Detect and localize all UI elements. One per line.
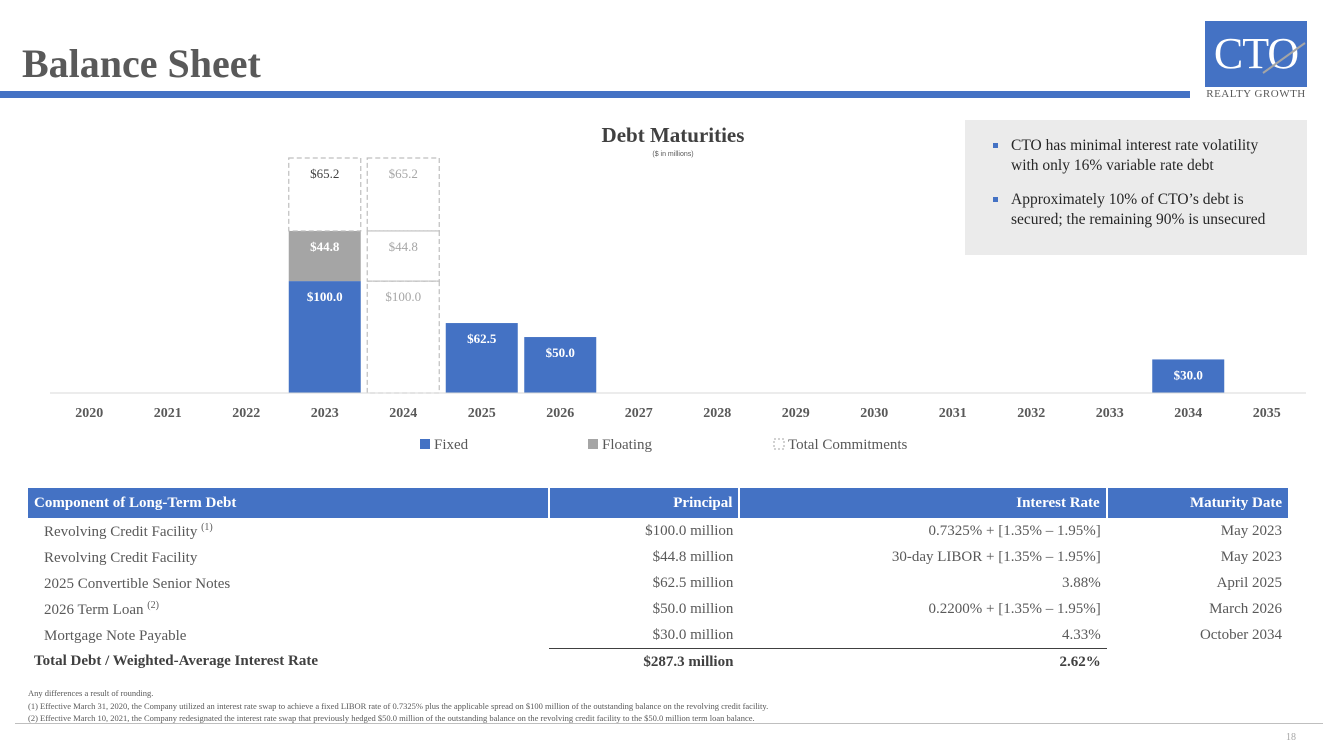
- principal-cell: $30.0 million: [652, 626, 734, 643]
- data-label-2024: $100.0: [385, 289, 421, 304]
- footer-rule: [15, 723, 1323, 724]
- table-row: 2025 Convertible Senior Notes $62.5 mill…: [28, 570, 1288, 596]
- maturity-cell: March 2026: [1209, 600, 1282, 617]
- legend-label: Floating: [602, 437, 653, 453]
- rate-cell: 30-day LIBOR + [1.35% – 1.95%]: [891, 548, 1101, 565]
- x-tick-label: 2027: [625, 406, 653, 421]
- component-cell: Revolving Credit Facility (1): [44, 521, 213, 540]
- x-tick-label: 2031: [939, 406, 967, 421]
- data-label-2034: $30.0: [1174, 367, 1203, 382]
- bar-total-commitments-2024: [366, 157, 440, 232]
- key-points-callout: CTO has minimal interest rate volatility…: [965, 120, 1307, 255]
- component-cell: 2026 Term Loan (2): [44, 599, 159, 618]
- principal-cell: $50.0 million: [652, 600, 734, 617]
- logo-text: CTO: [1213, 29, 1299, 78]
- x-tick-label: 2029: [782, 406, 810, 421]
- component-cell: Mortgage Note Payable: [44, 627, 187, 644]
- data-label-2023: $100.0: [307, 289, 343, 304]
- header-maturity-date: Maturity Date: [1106, 488, 1288, 518]
- callout-bullet: Approximately 10% of CTO’s debt is secur…: [993, 190, 1307, 230]
- footnotes: Any differences a result of rounding. (1…: [28, 687, 768, 725]
- company-logo: CTO: [1205, 21, 1307, 87]
- x-tick-label: 2020: [75, 406, 103, 421]
- x-tick-label: 2025: [468, 406, 496, 421]
- table-row: Revolving Credit Facility (1) $100.0 mil…: [28, 518, 1288, 544]
- rate-cell: 4.33%: [1061, 626, 1101, 643]
- x-tick-label: 2030: [860, 406, 888, 421]
- x-tick-label: 2028: [703, 406, 731, 421]
- square-bullet-icon: [993, 197, 998, 202]
- callout-bullet: CTO has minimal interest rate volatility…: [993, 136, 1307, 176]
- maturity-cell: April 2025: [1216, 574, 1282, 591]
- header-component: Component of Long-Term Debt: [28, 488, 551, 518]
- data-label-2025: $62.5: [467, 331, 497, 346]
- x-tick-label: 2024: [389, 406, 417, 421]
- legend-swatch: [588, 439, 598, 449]
- x-tick-label: 2034: [1174, 406, 1202, 421]
- rate-cell: 0.7325% + [1.35% – 1.95%]: [928, 522, 1101, 539]
- bar-fixed-2034: [1152, 359, 1225, 393]
- table-header-row: Component of Long-Term Debt Principal In…: [28, 488, 1288, 518]
- table-row: 2026 Term Loan (2) $50.0 million 0.2200%…: [28, 596, 1288, 622]
- component-cell: 2025 Convertible Senior Notes: [44, 575, 231, 592]
- page-title: Balance Sheet: [22, 41, 261, 86]
- logo-subtitle: REALTY GROWTH: [1206, 88, 1306, 100]
- title-rule: [0, 91, 1190, 98]
- legend-swatch: [773, 438, 785, 450]
- x-tick-label: 2023: [311, 406, 339, 421]
- x-tick-label: 2022: [232, 406, 260, 421]
- x-tick-label: 2035: [1253, 406, 1281, 421]
- maturity-cell: May 2023: [1220, 548, 1282, 565]
- legend-label: Total Commitments: [788, 437, 908, 453]
- chart-data-labels: $100.0 $44.8 $65.2 $100.0 $44.8 $65.2 $62.5 $50…: [307, 166, 1203, 382]
- component-cell: Revolving Credit Facility: [44, 549, 198, 566]
- long-term-debt-table: Component of Long-Term Debt Principal In…: [28, 488, 1288, 675]
- logo-swoosh-icon: [1262, 42, 1306, 74]
- bar-fixed-2023: [288, 281, 361, 393]
- x-tick-label: 2032: [1017, 406, 1045, 421]
- principal-cell: $62.5 million: [652, 574, 734, 591]
- chart-legend: Fixed Floating Total Commitments: [420, 437, 908, 453]
- data-label-2023: $65.2: [310, 166, 339, 181]
- chart-title: Debt Maturities: [602, 123, 745, 147]
- rate-cell: 3.88%: [1061, 574, 1101, 591]
- bar-fixed-2026: [524, 337, 597, 393]
- header-interest-rate: Interest Rate: [739, 488, 1108, 518]
- bar-total-commitments-2023: [288, 157, 362, 232]
- data-label-2024: $44.8: [389, 239, 418, 254]
- x-tick-label: 2021: [154, 406, 182, 421]
- total-rate-cell: 2.62%: [739, 648, 1107, 675]
- legend-label: Fixed: [434, 437, 469, 453]
- maturity-cell: October 2034: [1199, 626, 1282, 643]
- header-principal: Principal: [549, 488, 741, 518]
- bar-fixed-2025: [445, 323, 518, 393]
- legend-swatch: [420, 439, 430, 449]
- page-number: 18: [1286, 732, 1296, 743]
- data-label-2026: $50.0: [546, 345, 575, 360]
- total-label-cell: Total Debt / Weighted-Average Interest R…: [34, 653, 318, 670]
- maturity-cell: May 2023: [1220, 522, 1282, 539]
- table-row: Revolving Credit Facility $44.8 million …: [28, 544, 1288, 570]
- data-label-2024: $65.2: [389, 166, 418, 181]
- bar-floating-2023: [288, 230, 361, 282]
- total-principal-cell: $287.3 million: [549, 648, 740, 675]
- footnote: (2) Effective March 10, 2021, the Compan…: [28, 713, 755, 723]
- rate-cell: 0.2200% + [1.35% – 1.95%]: [928, 600, 1101, 617]
- data-label-2023: $44.8: [310, 239, 340, 254]
- principal-cell: $44.8 million: [652, 548, 734, 565]
- x-tick-label: 2033: [1096, 406, 1124, 421]
- table-row: Mortgage Note Payable $30.0 million 4.33…: [28, 622, 1288, 649]
- square-bullet-icon: [993, 143, 998, 148]
- chart-subtitle: ($ in millions): [652, 151, 693, 158]
- x-tick-label: 2026: [546, 406, 574, 421]
- table-total-row: Total Debt / Weighted-Average Interest R…: [28, 648, 1288, 676]
- footnote: (1) Effective March 31, 2020, the Compan…: [28, 700, 769, 711]
- footnote: Any differences a result of rounding.: [28, 688, 154, 698]
- principal-cell: $100.0 million: [645, 522, 734, 539]
- total-empty-cell: [1107, 649, 1288, 676]
- debt-maturities-chart: Debt Maturities ($ in millions) $100.0 $4…: [50, 123, 1306, 453]
- chart-x-ticks: 2020 2021 2022 2023 2024 2025 2026 2027 2028 2029…: [50, 392, 1306, 421]
